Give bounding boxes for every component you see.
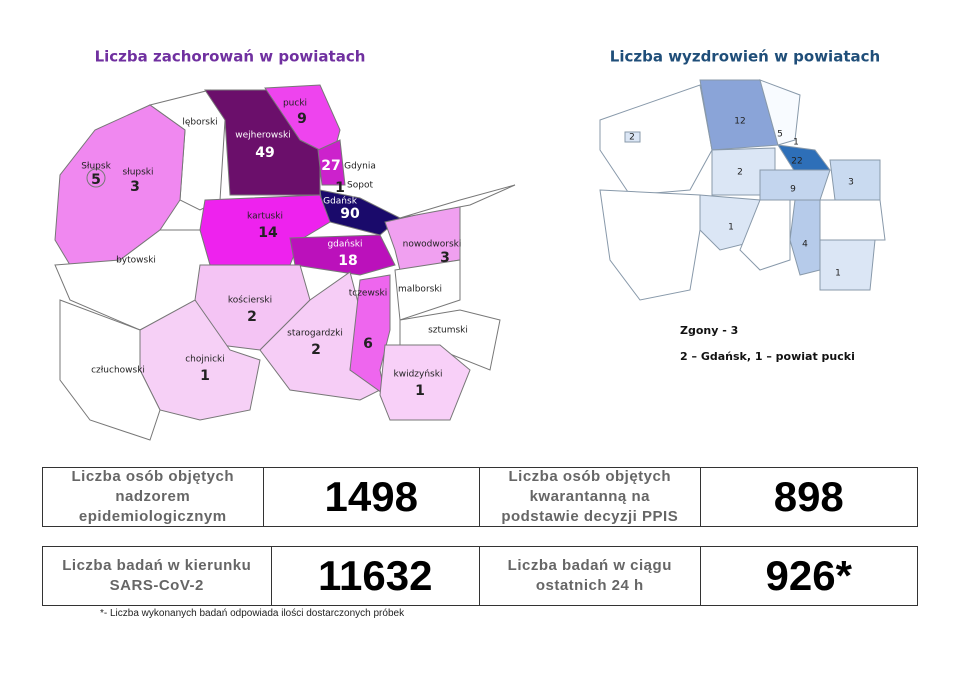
- stat-label: Liczba osób objętych nadzorem epidemiolo…: [71, 468, 235, 525]
- region-count: 4: [802, 240, 808, 250]
- left-map: [54, 84, 516, 441]
- region-count: 12: [734, 117, 745, 127]
- region-name: sztumski: [428, 326, 468, 336]
- region-count: 1: [335, 180, 345, 196]
- region-name: bytowski: [116, 256, 156, 266]
- region-name: Gdynia: [344, 162, 376, 172]
- stat-value: 926*: [699, 547, 917, 605]
- map-title: Liczba zachorowań w powiatach: [95, 48, 366, 66]
- region-name: Sopot: [347, 181, 373, 191]
- region-count: 1: [200, 368, 210, 384]
- region-count: 5: [777, 130, 783, 140]
- region-count: 49: [255, 145, 274, 161]
- region-count: 2: [311, 342, 321, 358]
- footnote: *- Liczba wykonanych badań odpowiada ilo…: [100, 608, 405, 619]
- stat-value: 1498: [262, 468, 480, 526]
- region-count: 3: [130, 179, 140, 195]
- region-name: gdański: [327, 240, 362, 250]
- region-count: 9: [790, 185, 796, 195]
- region-count: 3: [440, 250, 450, 266]
- map-title: Liczba wyzdrowień w powiatach: [610, 48, 880, 66]
- region-name: lęborski: [182, 118, 217, 128]
- region-name: człuchowski: [91, 366, 145, 376]
- region-name: kartuski: [247, 212, 283, 222]
- region-count: 27: [321, 158, 340, 174]
- region-name: Gdańsk: [323, 197, 358, 207]
- region-name: tczewski: [349, 289, 388, 299]
- region-name: pucki: [283, 99, 307, 109]
- region-count: 2: [737, 168, 743, 178]
- region-count: 3: [848, 178, 854, 188]
- stat-label: Liczba osób objętych kwarantanną na pods…: [501, 468, 679, 525]
- region-name: kościerski: [228, 295, 272, 306]
- stats-row: Liczba badań w kierunku SARS-CoV-2 11632…: [42, 546, 918, 606]
- region-count: 5: [91, 172, 101, 188]
- region-name: Słupsk: [81, 162, 111, 172]
- stat-label: Liczba badań w kierunku SARS-CoV-2: [62, 557, 252, 594]
- region-name: słupski: [122, 168, 153, 178]
- stat-value: 898: [699, 468, 917, 526]
- stats-row: Liczba osób objętych nadzorem epidemiolo…: [42, 467, 918, 527]
- note: Zgony - 3: [680, 324, 739, 337]
- region-count: 1: [415, 383, 425, 399]
- region-count: 2: [629, 133, 635, 143]
- region-name: chojnicki: [185, 355, 225, 365]
- region-count: 90: [340, 206, 360, 222]
- region-name: starogardzki: [287, 329, 343, 339]
- region-count: 1: [793, 138, 799, 148]
- stat-value: 11632: [270, 547, 480, 605]
- region-name: wejherowski: [235, 131, 290, 141]
- region-count: 1: [728, 223, 734, 233]
- region-name: malborski: [398, 285, 442, 295]
- region-count: 14: [258, 225, 278, 241]
- region-name: nowodworski: [403, 240, 462, 250]
- region-count: 18: [338, 253, 357, 269]
- region-name: kwidzyński: [394, 370, 443, 380]
- region-count: 9: [297, 111, 307, 127]
- region-count: 1: [835, 269, 841, 279]
- region-count: 22: [791, 157, 802, 167]
- stat-label: Liczba badań w ciągu ostatnich 24 h: [507, 557, 672, 594]
- region-count: 2: [247, 309, 257, 325]
- region-count: 6: [363, 336, 373, 352]
- note: 2 – Gdańsk, 1 – powiat pucki: [680, 350, 855, 363]
- right-map: [599, 79, 886, 301]
